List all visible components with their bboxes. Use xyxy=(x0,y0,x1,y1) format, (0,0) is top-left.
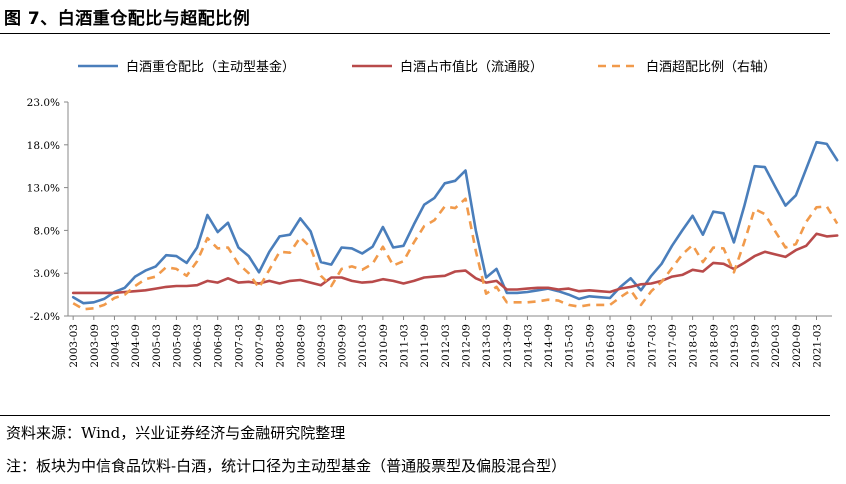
footnote: 注：板块为中信食品饮料-白酒，统计口径为主动型基金（普通股票型及偏股混合型） xyxy=(6,457,567,475)
x-tick-label: 2008-03 xyxy=(275,324,287,368)
x-tick-label: 2007-03 xyxy=(233,324,245,368)
x-axis: 2003-03 2003-09 2004-03 2004-09 2005-03 2005-… xyxy=(68,315,832,368)
bottom-rule xyxy=(0,415,830,416)
x-tick-label: 2011-09 xyxy=(419,324,431,368)
x-tick-label: 2020-03 xyxy=(770,324,782,368)
x-tick-label: 2006-09 xyxy=(213,324,225,368)
chart-legend: 白酒重仓配比（主动型基金） 白酒占市值比（流通股） 白酒超配比例（右轴） xyxy=(78,59,776,75)
x-tick-label: 2018-09 xyxy=(708,324,720,368)
y-tick-label: 3.0% xyxy=(33,268,60,280)
x-tick-label: 2003-03 xyxy=(68,324,80,368)
x-tick-label: 2015-03 xyxy=(564,324,576,368)
x-tick-label: 2017-09 xyxy=(667,324,679,368)
x-tick-label: 2011-03 xyxy=(399,324,411,368)
x-tick-label: 2009-09 xyxy=(337,324,349,368)
x-tick-label: 2012-03 xyxy=(440,324,452,368)
x-tick-label: 2013-09 xyxy=(502,324,514,368)
x-tick-label: 2019-09 xyxy=(750,324,762,368)
x-tick-label: 2021-03 xyxy=(812,324,824,368)
x-tick-label: 2014-03 xyxy=(522,324,534,368)
x-tick-label: 2019-03 xyxy=(729,324,741,368)
x-tick-label: 2003-09 xyxy=(89,324,101,368)
x-tick-label: 2010-03 xyxy=(357,324,369,368)
x-tick-label: 2007-09 xyxy=(254,324,266,368)
x-tick-label: 2020-09 xyxy=(791,324,803,368)
x-tick-label: 2010-09 xyxy=(378,324,390,368)
legend-label-1: 白酒重仓配比（主动型基金） xyxy=(126,59,295,75)
x-tick-label: 2014-09 xyxy=(543,324,555,368)
x-tick-label: 2016-09 xyxy=(626,324,638,368)
x-tick-label: 2005-09 xyxy=(171,324,183,368)
x-tick-label: 2004-03 xyxy=(109,324,121,368)
y-tick-label: 18.0% xyxy=(27,140,60,152)
figure-title: 图 7、白酒重仓配比与超配比例 xyxy=(4,9,251,29)
x-tick-label: 2004-09 xyxy=(130,324,142,368)
x-tick-label: 2016-03 xyxy=(605,324,617,368)
y-tick-label: -2.0% xyxy=(30,311,60,323)
x-tick-label: 2015-09 xyxy=(584,324,596,368)
series-line-3 xyxy=(72,197,839,311)
x-tick-label: 2012-09 xyxy=(460,324,472,368)
legend-label-3: 白酒超配比例（右轴） xyxy=(646,59,776,75)
top-rule xyxy=(0,33,830,34)
y-tick-label: 8.0% xyxy=(33,225,60,237)
series-line-1 xyxy=(71,140,839,305)
legend-label-2: 白酒占市值比（流通股） xyxy=(400,59,543,75)
y-tick-label: 13.0% xyxy=(27,183,60,195)
x-tick-label: 2018-03 xyxy=(688,324,700,368)
x-tick-label: 2006-03 xyxy=(192,324,204,368)
source-note: 资料来源：Wind，兴业证券经济与金融研究院整理 xyxy=(6,424,346,442)
x-tick-label: 2017-03 xyxy=(646,324,658,368)
chart-series xyxy=(71,140,839,311)
y-tick-label: 23.0% xyxy=(27,97,60,109)
x-tick-label: 2008-09 xyxy=(295,324,307,368)
x-tick-label: 2013-03 xyxy=(481,324,493,368)
x-tick-label: 2009-03 xyxy=(316,324,328,368)
y-axis: 23.0% 18.0% 13.0% 8.0% 3.0% -2.0% xyxy=(27,97,69,323)
series-line-2 xyxy=(71,232,839,295)
line-chart: 白酒重仓配比（主动型基金） 白酒占市值比（流通股） 白酒超配比例（右轴） 23.0%… xyxy=(27,59,839,368)
x-tick-label: 2005-03 xyxy=(151,324,163,368)
